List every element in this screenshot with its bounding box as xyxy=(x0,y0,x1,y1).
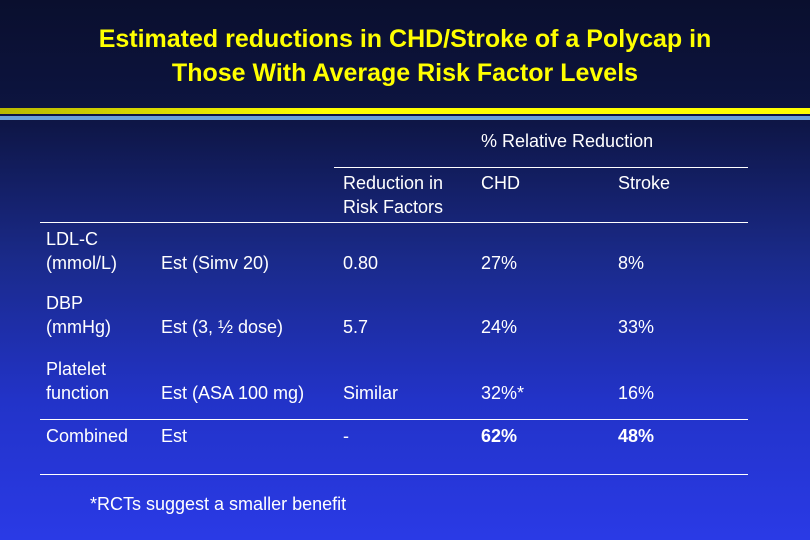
row-separator-rule xyxy=(40,419,748,420)
slide-title-line-1: Estimated reductions in CHD/Stroke of a … xyxy=(98,25,712,53)
row-factor-line-1: DBP xyxy=(46,293,84,313)
group-header-underline xyxy=(334,167,748,168)
row-reduction: 5.7 xyxy=(343,317,369,337)
slide-title-line-2: Those With Average Risk Factor Levels xyxy=(171,59,639,87)
row-factor-line-1: Platelet xyxy=(46,359,107,379)
header-chd: CHD xyxy=(481,173,520,193)
row-factor-line-1: LDL-C xyxy=(46,229,99,249)
row-chd: 32%* xyxy=(481,383,525,403)
row-factor-line-2: (mmHg) xyxy=(46,317,111,337)
title-divider-blue xyxy=(0,116,810,120)
header-reduction-line-1: Reduction in xyxy=(343,173,444,193)
row-estimate: Est (3, ½ dose) xyxy=(161,317,284,337)
row-reduction: 0.80 xyxy=(343,253,379,273)
row-reduction: - xyxy=(343,426,349,446)
row-factor-line-1: Combined xyxy=(46,426,129,446)
row-chd: 27% xyxy=(481,253,518,273)
group-header-relative-reduction: % Relative Reduction xyxy=(481,131,654,151)
row-stroke: 16% xyxy=(618,383,655,403)
row-stroke: 48% xyxy=(618,426,655,446)
table-bottom-rule xyxy=(40,474,748,475)
header-reduction-line-2: Risk Factors xyxy=(343,197,444,217)
row-stroke: 8% xyxy=(618,253,645,273)
title-divider-yellow xyxy=(0,108,810,114)
footnote: *RCTs suggest a smaller benefit xyxy=(90,494,347,514)
row-estimate: Est (ASA 100 mg) xyxy=(161,383,305,403)
slide-title: Estimated reductions in CHD/Stroke of a … xyxy=(0,22,810,90)
row-factor-line-2: (mmol/L) xyxy=(46,253,117,273)
row-chd: 62% xyxy=(481,426,518,446)
header-stroke: Stroke xyxy=(618,173,671,193)
row-estimate: Est xyxy=(161,426,188,446)
row-estimate: Est (Simv 20) xyxy=(161,253,270,273)
header-bottom-rule xyxy=(40,222,748,223)
row-chd: 24% xyxy=(481,317,518,337)
row-stroke: 33% xyxy=(618,317,655,337)
row-reduction: Similar xyxy=(343,383,399,403)
row-factor-line-2: function xyxy=(46,383,110,403)
